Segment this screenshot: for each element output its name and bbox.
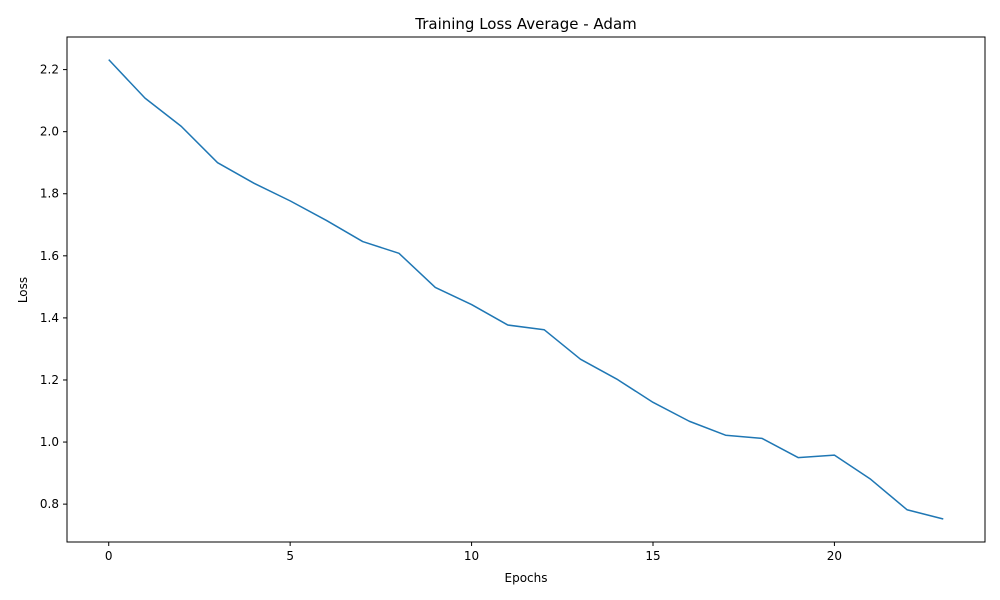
y-axis-label: Loss [16,277,30,303]
x-tick-label: 0 [105,549,113,563]
x-axis-label: Epochs [505,571,548,585]
y-tick-label: 0.8 [40,497,59,511]
x-tick-label: 10 [464,549,479,563]
y-tick-label: 1.2 [40,373,59,387]
y-tick-label: 1.6 [40,249,59,263]
y-tick-label: 1.4 [40,311,59,325]
y-tick-label: 1.8 [40,187,59,201]
x-tick-label: 20 [827,549,842,563]
y-tick-label: 2.0 [40,125,59,139]
y-tick-label: 2.2 [40,63,59,77]
y-tick-label: 1.0 [40,435,59,449]
chart-title: Training Loss Average - Adam [414,15,637,33]
plot-frame [66,36,986,543]
x-tick-label: 15 [645,549,660,563]
series-line-0 [108,59,944,520]
x-tick-label: 5 [286,549,294,563]
